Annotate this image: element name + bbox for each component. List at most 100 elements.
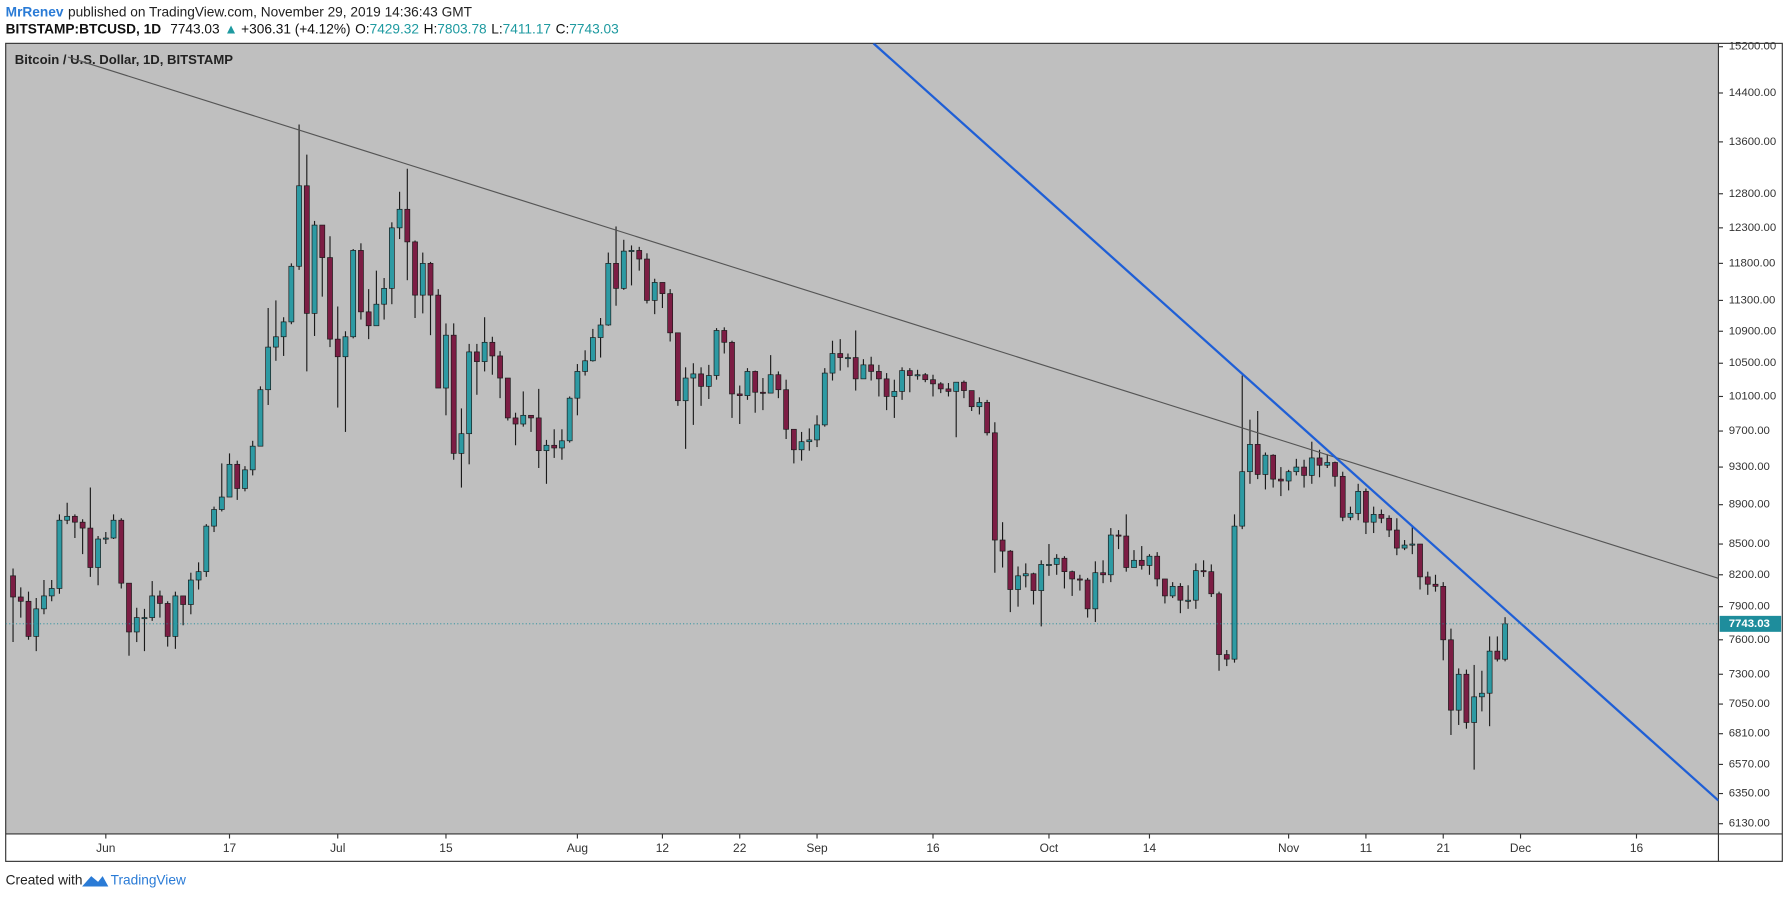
candle-body (1386, 517, 1392, 531)
y-tick-label: 6810.00 (1729, 728, 1770, 740)
candle-body (736, 393, 743, 396)
x-tick-label: 16 (1630, 841, 1644, 855)
candle-body (72, 515, 78, 523)
candle-body (474, 351, 480, 362)
candle-body (334, 338, 341, 358)
candle-body (876, 371, 882, 380)
candle-body (1316, 457, 1323, 466)
candle-body (1061, 557, 1068, 573)
candle-body (218, 496, 225, 510)
candle-body (729, 341, 735, 395)
candle-body (381, 288, 387, 305)
tradingview-logo (82, 876, 109, 887)
candle-body (914, 374, 921, 377)
x-tick-label: Oct (1040, 841, 1059, 855)
candle-body (520, 414, 527, 425)
candle-body (1022, 573, 1029, 577)
candle-body (1455, 673, 1462, 711)
candle-body (744, 371, 751, 396)
candle-body (1115, 534, 1122, 537)
candle-body (1185, 599, 1191, 602)
candle-body (775, 374, 782, 391)
x-tick-label: 16 (926, 841, 940, 855)
footer-brand[interactable]: TradingView (111, 872, 186, 887)
candle-body (412, 241, 418, 296)
y-tick-label: 10100.00 (1729, 390, 1777, 402)
candle-body (481, 341, 488, 362)
y-tick-label: 11300.00 (1729, 294, 1776, 306)
candle-body (574, 371, 581, 399)
candle-body (1378, 514, 1385, 519)
candle-body (891, 391, 898, 397)
x-tick-label: Nov (1278, 841, 1299, 855)
candle-body (1440, 585, 1447, 641)
candle-body (303, 185, 310, 314)
candle-body (535, 417, 542, 452)
candle-body (984, 402, 990, 434)
candle-body (644, 258, 650, 301)
y-tick-label: 7050.00 (1729, 698, 1770, 710)
candle-body (806, 439, 813, 443)
candle-body (319, 224, 326, 258)
candle-body (1409, 543, 1416, 546)
candle-body (1370, 514, 1377, 523)
candle-body (698, 373, 704, 387)
y-tick-label: 11800.00 (1729, 257, 1776, 269)
candle-body (1347, 513, 1354, 518)
candle-body (427, 263, 434, 296)
symbol: BITSTAMP:BTCUSD, 1D (6, 21, 162, 36)
candle-body (180, 595, 186, 605)
candle-body (829, 353, 836, 374)
candle-body (1069, 571, 1076, 580)
candle-body (257, 389, 264, 447)
candle-body (721, 330, 728, 343)
x-tick-label: Aug (567, 841, 588, 855)
y-tick-label: 13600.00 (1729, 136, 1777, 148)
x-tick-label: 11 (1360, 841, 1373, 855)
candle-body (1424, 576, 1431, 585)
plot (5, 43, 1719, 802)
y-tick-label: 15200.00 (1729, 41, 1777, 53)
candle-body (17, 596, 24, 602)
candle-body (350, 250, 357, 338)
candle-body (1162, 578, 1168, 597)
last-price: 7743.03 (170, 21, 219, 36)
high-value: 7803.78 (437, 21, 487, 36)
candle-body (489, 341, 496, 357)
ohlc-label: L: (491, 21, 502, 36)
candle-body (95, 538, 101, 568)
author[interactable]: MrRenev (6, 4, 64, 19)
candle-body (296, 185, 302, 267)
candle-body (149, 595, 156, 618)
candle-body (760, 391, 766, 394)
candle-body (1146, 555, 1153, 566)
candle-body (883, 378, 890, 397)
candle-body (41, 595, 47, 610)
candle-body (458, 433, 465, 454)
candle-body (868, 364, 875, 372)
candle-body (1038, 564, 1045, 591)
candle-body (528, 414, 534, 419)
candle-body (1231, 525, 1238, 660)
candle-body (976, 402, 983, 408)
candle-body (752, 371, 759, 393)
candle-body (705, 375, 712, 387)
candle-body (1247, 444, 1253, 473)
candle-body (56, 519, 63, 589)
candle-body (961, 381, 967, 391)
candle-body (33, 608, 40, 637)
low-value: 7411.17 (503, 21, 551, 36)
ohlc-label: C: (556, 21, 570, 36)
candle-body (1479, 692, 1485, 698)
change-arrow: ▲ (224, 21, 238, 36)
candle-body (187, 579, 194, 605)
y-tick-label: 9300.00 (1729, 461, 1770, 473)
candle-body (1278, 478, 1284, 482)
candle-body (280, 321, 287, 338)
ohlc-label: H: (424, 21, 438, 36)
candle-body (1254, 444, 1261, 475)
trendline (872, 43, 1719, 802)
candle-body (404, 208, 411, 243)
candle-body (365, 311, 372, 327)
candle-body (1301, 466, 1307, 476)
